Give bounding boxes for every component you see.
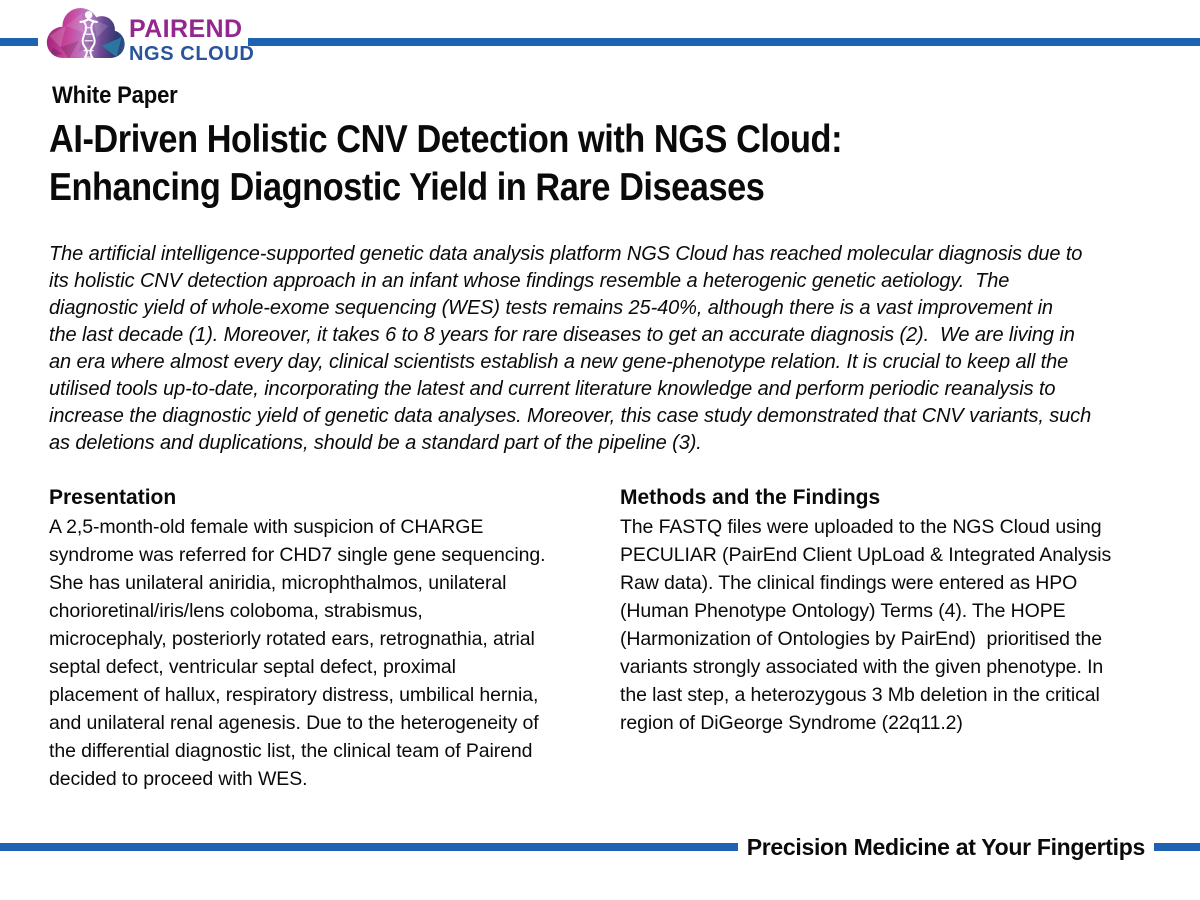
brand-name-pairend: PAIREND (129, 15, 243, 43)
presentation-column: Presentation A 2,5-month-old female with… (49, 486, 605, 793)
header-divider-right (248, 38, 1200, 46)
footer: Precision Medicine at Your Fingertips (0, 833, 1200, 861)
page-title-line-2: Enhancing Diagnostic Yield in Rare Disea… (49, 166, 765, 209)
pairend-wordmark: PAIREND NGS CLOUD (129, 15, 255, 65)
document-type-label: White Paper (52, 82, 178, 109)
body-columns: Presentation A 2,5-month-old female with… (49, 486, 1184, 793)
footer-divider-right (1154, 843, 1200, 851)
footer-divider-left (0, 843, 738, 851)
footer-tagline: Precision Medicine at Your Fingertips (746, 833, 1146, 860)
presentation-heading: Presentation (49, 486, 177, 509)
methods-heading: Methods and the Findings (620, 486, 881, 509)
cloud-dna-figure-icon (46, 7, 125, 66)
presentation-body: A 2,5-month-old female with suspicion of… (49, 516, 546, 790)
header-divider-left (0, 38, 38, 46)
page-title: AI-Driven Holistic CNV Detection with NG… (49, 116, 843, 212)
abstract-paragraph: The artificial intelligence-supported ge… (49, 243, 1092, 454)
page-title-line-1: AI-Driven Holistic CNV Detection with NG… (49, 118, 843, 161)
brand-name-ngs-cloud: NGS CLOUD (129, 43, 255, 65)
pairend-logo (46, 4, 128, 66)
methods-body: The FASTQ files were uploaded to the NGS… (620, 516, 1112, 734)
methods-column: Methods and the Findings The FASTQ files… (620, 486, 1184, 793)
